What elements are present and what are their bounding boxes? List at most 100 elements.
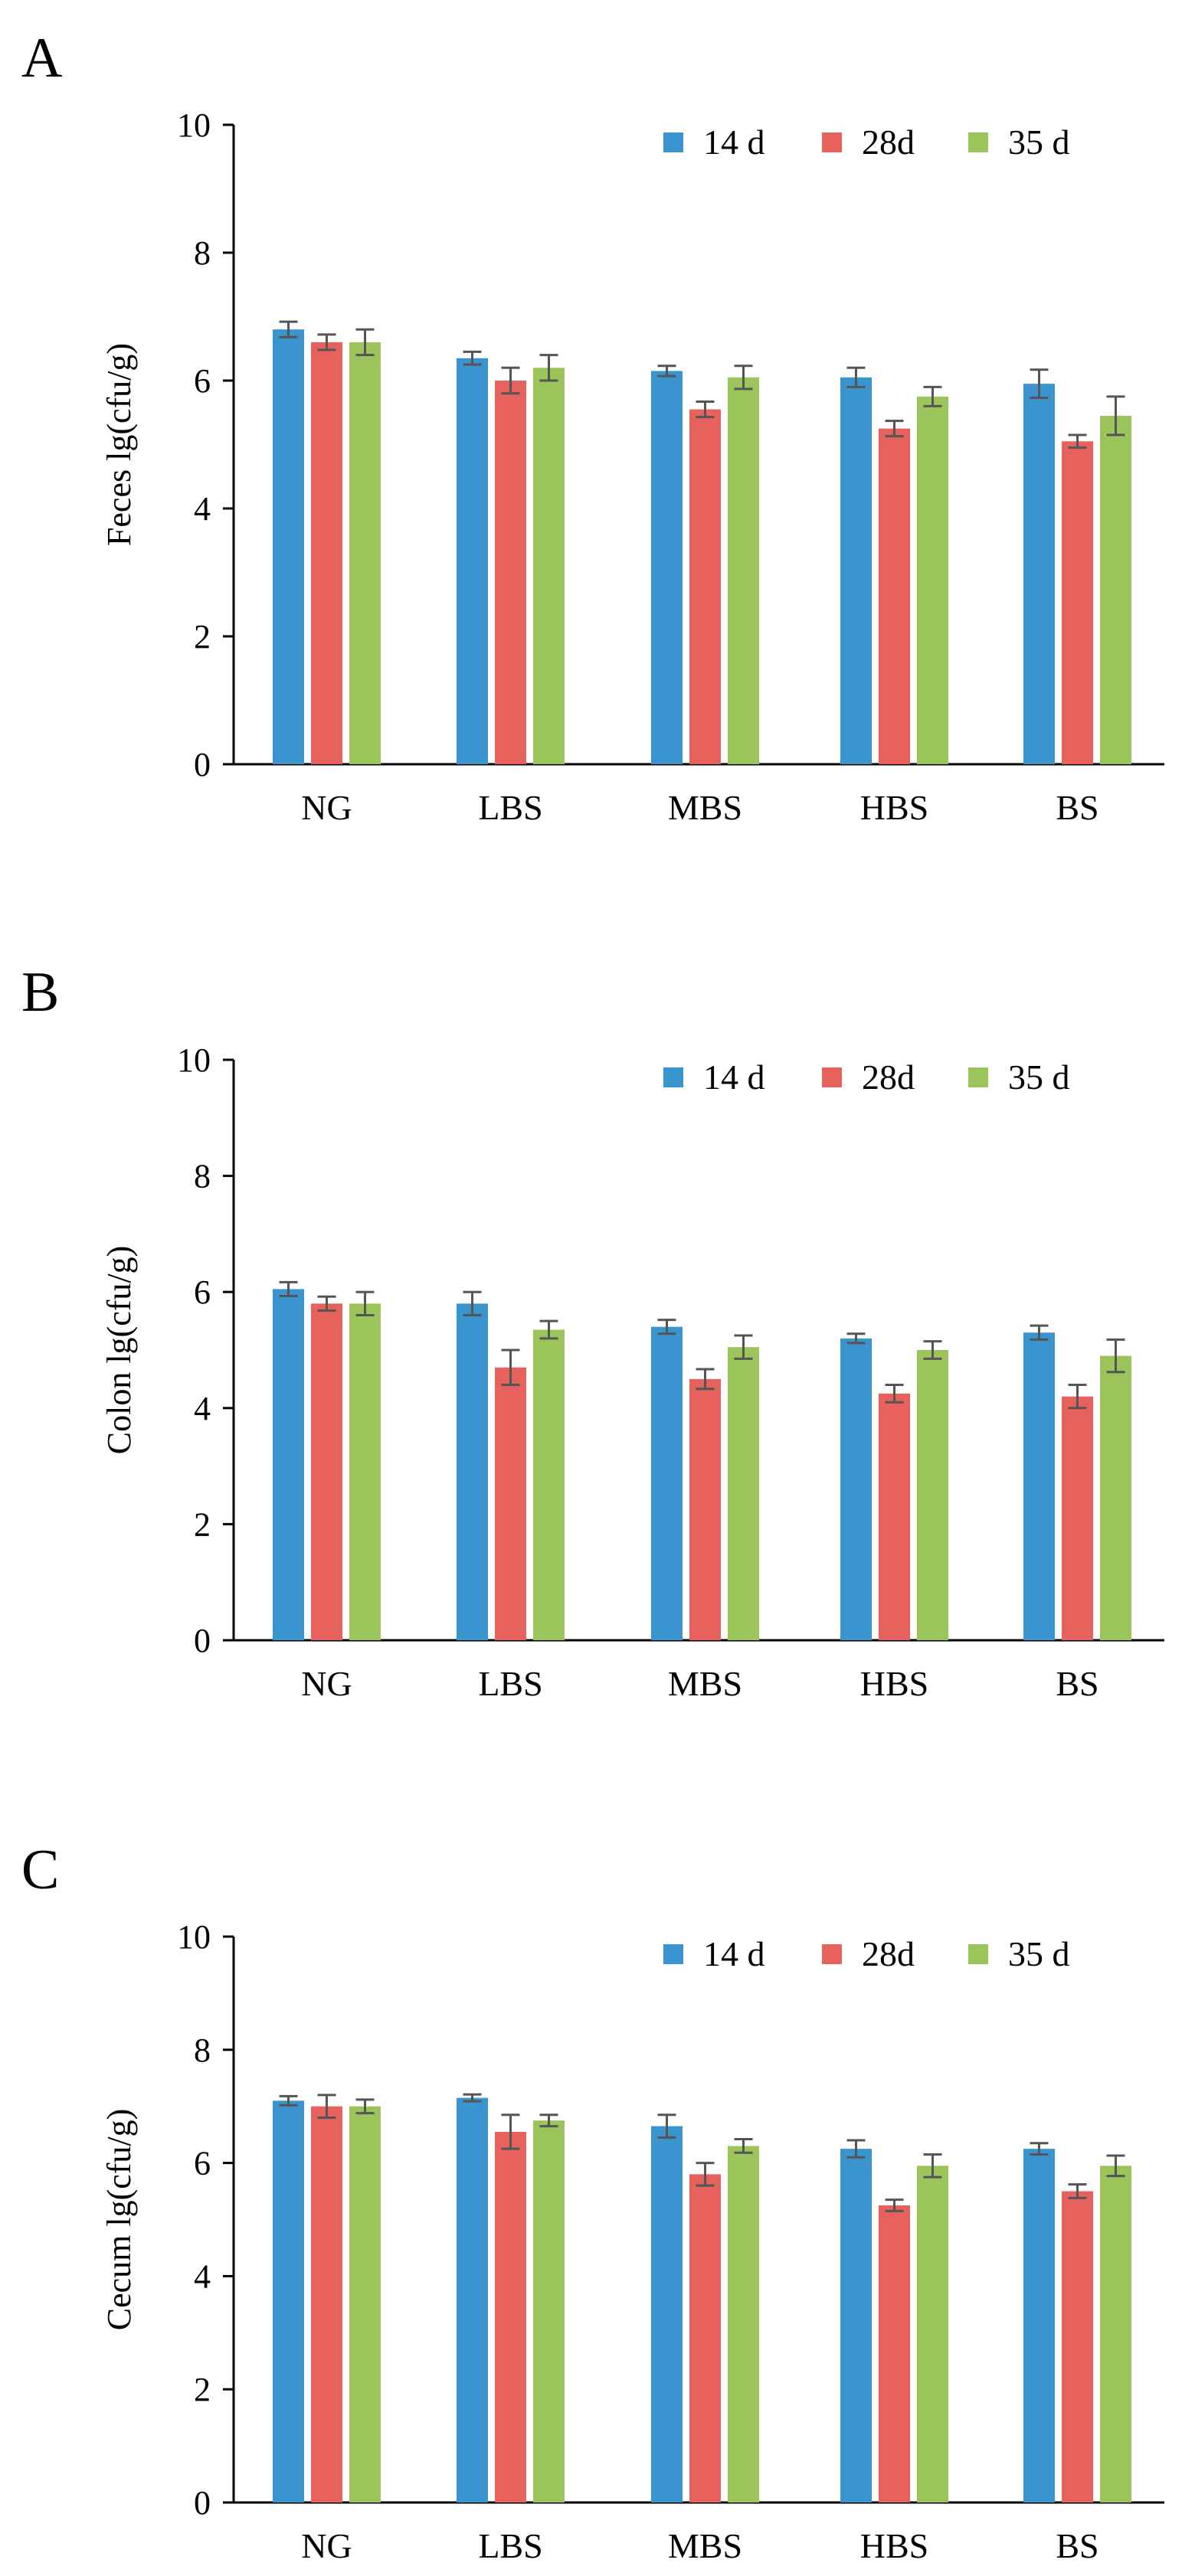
chart-panel-c: C 0 2 4 6 8 10 Cecum lg(cfu/g) NG LBS MBS HBS BS 14 d… [21, 1839, 1164, 2565]
y-tick-label: 0 [194, 2484, 211, 2522]
legend-swatch-series-1 [663, 132, 683, 152]
error-bar [539, 1319, 558, 1340]
error-bar [657, 1319, 676, 1335]
bar-lbs-series-2 [495, 2131, 526, 2502]
bar-hbs-series-1 [840, 1338, 872, 1640]
bar-bs-series-3 [1100, 2166, 1131, 2502]
y-tick-label: 6 [194, 1273, 211, 1311]
legend: 14 d 28d 35 d [663, 1058, 1070, 1097]
error-bar [1068, 433, 1087, 449]
bar-hbs-series-3 [917, 396, 948, 764]
bar-ng-series-2 [311, 2106, 342, 2502]
bar-bs-series-2 [1062, 441, 1093, 764]
bar-lbs-series-3 [533, 368, 565, 764]
error-bar [1068, 1383, 1087, 1410]
legend-swatch-series-1 [663, 1944, 683, 1964]
error-bar [539, 2113, 558, 2128]
bar-ng-series-1 [273, 329, 304, 764]
error-bar [696, 400, 715, 419]
error-bar [279, 2094, 298, 2107]
bar-mbs-series-1 [651, 371, 683, 765]
legend-swatch-series-1 [663, 1067, 683, 1087]
bar-bs-series-3 [1100, 415, 1131, 764]
x-category-label: LBS [478, 2526, 542, 2565]
bar-hbs-series-1 [840, 2149, 872, 2502]
bar-ng-series-3 [349, 1303, 381, 1640]
bar-mbs-series-2 [689, 1378, 721, 1640]
bar-bs-series-1 [1023, 384, 1055, 764]
error-bar [885, 1383, 904, 1404]
bar-lbs-series-2 [495, 1367, 526, 1640]
x-category-label: HBS [860, 2526, 928, 2565]
y-tick-label: 4 [194, 490, 211, 528]
bar-hbs-series-2 [879, 2205, 910, 2502]
bar-ng-series-1 [273, 1289, 304, 1640]
error-bar [1106, 1338, 1125, 1374]
error-bar [846, 366, 866, 388]
bar-mbs-series-3 [728, 377, 759, 764]
y-tick-label: 8 [194, 1158, 211, 1195]
bar-mbs-series-2 [689, 2174, 721, 2502]
error-bar [501, 2113, 520, 2150]
panel-letter: A [21, 27, 62, 90]
y-tick-label: 10 [177, 106, 211, 144]
error-bar [923, 385, 942, 407]
bar-mbs-series-2 [689, 409, 721, 764]
legend-label: 28d [862, 1058, 915, 1097]
error-bar [279, 1280, 298, 1298]
chart-panel-a: A 0 2 4 6 8 10 Feces lg(cfu/g) NG LBS MBS HBS BS 14 d… [21, 27, 1164, 827]
error-bar [1106, 2154, 1125, 2178]
error-bar [1068, 2183, 1087, 2199]
bar-bs-series-1 [1023, 1332, 1055, 1640]
y-tick-label: 2 [194, 1505, 211, 1543]
legend-swatch-series-3 [968, 1067, 988, 1087]
y-tick-label: 2 [194, 618, 211, 655]
error-bar [355, 328, 375, 357]
y-tick-label: 8 [194, 234, 211, 272]
x-category-label: HBS [860, 788, 928, 827]
bar-lbs-series-1 [457, 1303, 488, 1640]
bar-lbs-series-3 [533, 1329, 565, 1640]
legend-label: 35 d [1008, 123, 1070, 162]
legend-swatch-series-3 [968, 1944, 988, 1964]
error-bar [696, 2162, 715, 2187]
bar-ng-series-2 [311, 342, 342, 764]
error-bar [317, 333, 336, 351]
error-bar [846, 1332, 866, 1345]
x-category-label: MBS [668, 1664, 742, 1703]
y-axis-title: Colon lg(cfu/g) [100, 1246, 138, 1455]
y-tick-label: 0 [194, 1622, 211, 1659]
x-category-label: HBS [860, 1664, 928, 1703]
legend-label: 14 d [703, 1934, 765, 1973]
y-tick-label: 2 [194, 2371, 211, 2408]
x-category-label: BS [1056, 2526, 1098, 2565]
error-bar [317, 1295, 336, 1312]
bar-mbs-series-1 [651, 1326, 683, 1640]
error-bar [355, 2098, 375, 2115]
error-bar [1030, 368, 1049, 400]
bar-hbs-series-3 [917, 2166, 948, 2502]
error-bar [1106, 395, 1125, 436]
error-bar [1030, 2142, 1049, 2156]
error-bar [501, 366, 520, 395]
error-bar [657, 364, 676, 378]
error-bar [501, 1348, 520, 1386]
bar-ng-series-3 [349, 342, 381, 764]
error-bar [657, 2113, 676, 2139]
error-bar [734, 1334, 753, 1360]
bar-hbs-series-1 [840, 377, 872, 764]
y-tick-label: 0 [194, 746, 211, 783]
legend-swatch-series-2 [822, 1067, 842, 1087]
panel-letter: C [21, 1839, 59, 1901]
panel-letter: B [21, 961, 59, 1024]
bar-ng-series-3 [349, 2106, 381, 2502]
bar-lbs-series-1 [457, 2097, 488, 2502]
x-category-label: BS [1056, 788, 1098, 827]
bar-hbs-series-3 [917, 1350, 948, 1640]
bar-hbs-series-2 [879, 428, 910, 764]
error-bar [846, 2139, 866, 2159]
error-bar [734, 364, 753, 391]
bar-mbs-series-3 [728, 1347, 759, 1640]
error-bar [923, 2153, 942, 2179]
legend-swatch-series-2 [822, 1944, 842, 1964]
